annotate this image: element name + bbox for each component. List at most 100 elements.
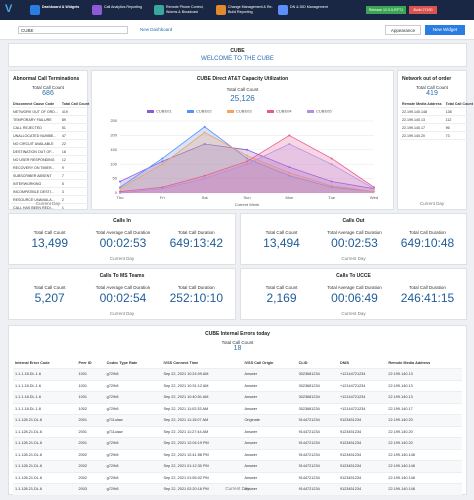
cell: 96 bbox=[443, 123, 474, 132]
stat-title: Calls To UCCE bbox=[336, 273, 371, 279]
build-badge[interactable]: Build 27190 bbox=[409, 6, 437, 14]
cell: g729r8 bbox=[104, 368, 162, 381]
dashboard-select[interactable]: CUBE bbox=[18, 26, 128, 34]
cell: 419 bbox=[59, 107, 92, 116]
point bbox=[373, 187, 375, 190]
y-tick-label: 200 bbox=[110, 132, 117, 137]
point bbox=[288, 171, 291, 174]
metric-value: 00:06:49 bbox=[331, 291, 378, 305]
row: 22.199.140.17 96 bbox=[400, 123, 474, 132]
cell: g729r8 bbox=[104, 460, 162, 473]
series-area bbox=[120, 132, 374, 193]
table: Internal Error Code Peer ID Codec Type Rat… bbox=[13, 358, 462, 496]
cell: g729r8 bbox=[104, 449, 162, 461]
point bbox=[330, 163, 333, 166]
cell: 1.1.128.21.DL.6 bbox=[13, 437, 77, 450]
cell: 22.199.140.20 bbox=[386, 414, 462, 427]
row: 1.1.1.18.DL.1.6 1001 g729r8 Sep 22, 2021 10… bbox=[13, 368, 462, 381]
cell: 1.1.128.21.DL.6 bbox=[13, 472, 77, 484]
metric-value: 00:02:54 bbox=[99, 291, 147, 305]
point bbox=[373, 190, 375, 193]
release-badge[interactable]: Release 12.0.0-RFT1 bbox=[366, 6, 406, 14]
row: 1.1.1.18.DL.1.6 1001 g729r8 Sep 22, 2021 10… bbox=[13, 380, 462, 392]
row: RECOVERY ON TIMER... 9 bbox=[11, 163, 92, 172]
cell: 3023681234 bbox=[296, 391, 338, 404]
point bbox=[161, 160, 164, 163]
cell: NETWORK OUT OF ORD... bbox=[11, 107, 60, 116]
errors-panel: CUBE Internal Errors today Total Call Cou… bbox=[8, 325, 467, 496]
cell: 2 bbox=[59, 195, 92, 204]
cell: g711ulaw bbox=[104, 414, 162, 427]
cell: 89 bbox=[59, 115, 92, 124]
series-area bbox=[120, 144, 374, 193]
cell: INCOMPATIBLE DESTI... bbox=[11, 187, 60, 196]
stat-panel: Calls To MS Teams Total Call Count 5,207 To… bbox=[8, 268, 236, 320]
new-widget-button[interactable]: New Widget bbox=[425, 25, 465, 35]
cell: Answer bbox=[242, 483, 297, 496]
cell: Originate bbox=[242, 414, 297, 427]
cell: Sep 22, 2021 01:55:02 PM bbox=[161, 472, 243, 484]
cell: Sep 22, 2021 12:41:58 PM bbox=[161, 449, 243, 461]
cell: 2003 bbox=[76, 483, 105, 496]
nav-icon bbox=[278, 5, 288, 15]
y-tick-label: 250 bbox=[110, 118, 117, 123]
count-value: 18 bbox=[233, 345, 242, 352]
cell: 51 bbox=[59, 123, 92, 132]
metric-value: 246:41:15 bbox=[400, 291, 455, 305]
cell: +12144721234 bbox=[337, 380, 387, 392]
cell: 1001 bbox=[76, 391, 105, 404]
cell: +12144721234 bbox=[337, 391, 387, 404]
cell: g729r8 bbox=[104, 483, 162, 496]
column-header: Total Call Count bbox=[59, 100, 92, 108]
cell: 2001 bbox=[76, 426, 105, 438]
metric-label: Total Call Count bbox=[265, 285, 298, 290]
header-panel: CUBE WELCOME TO THE CUBE bbox=[8, 43, 467, 67]
cell: 22.199.140.20 bbox=[386, 426, 462, 438]
nav-tab[interactable]: Remote Phone Control, Worms & Broadcast bbox=[166, 5, 204, 14]
stat-footer: Current Day bbox=[341, 311, 366, 316]
panel-title: Abnormal Call Terminations bbox=[13, 76, 80, 82]
chart: 0 50 100 150 200 250 Thu Fri Sat Sun Mon Tue Wed Curr… bbox=[110, 109, 378, 208]
stat-title: Calls In bbox=[113, 218, 131, 224]
row: 1.1.1.18.DL.1.6 1002 g729r8 Sep 22, 2021 11… bbox=[13, 403, 462, 415]
cell: 1.1.128.21.DL.6 bbox=[13, 414, 77, 427]
cell: NO USER RESPONDING bbox=[11, 155, 60, 164]
column-header: Internal Error Code bbox=[13, 358, 77, 369]
x-tick-label: Thu bbox=[117, 195, 124, 200]
point bbox=[246, 163, 248, 166]
appearance-button[interactable]: Appearance bbox=[385, 25, 421, 35]
point bbox=[119, 180, 121, 183]
nav-tab[interactable]: DN & DID Management bbox=[290, 5, 328, 9]
nav-tab[interactable]: Change Management & Re-Build Reporting bbox=[228, 5, 273, 14]
cell: 9144721234 bbox=[296, 449, 338, 461]
cell: 1001 bbox=[76, 380, 105, 392]
x-tick-label: Wed bbox=[370, 195, 378, 200]
point bbox=[203, 177, 206, 180]
cell: 1001 bbox=[76, 368, 105, 381]
nav-tab[interactable]: Call Analytics Reporting bbox=[104, 5, 142, 9]
metric-label: Total Call Count bbox=[33, 230, 66, 235]
cell: +12144721234 bbox=[337, 368, 387, 381]
cell: 9123451234 bbox=[337, 460, 387, 473]
legend-swatch bbox=[227, 110, 234, 113]
metric-value: 00:02:53 bbox=[331, 236, 378, 250]
y-tick-label: 150 bbox=[110, 147, 117, 152]
column-header: Remote Media Address bbox=[386, 358, 462, 369]
row: 1.1.128.21.DL.6 2002 g729r8 Sep 22, 2021 12… bbox=[13, 449, 462, 461]
series-area bbox=[120, 126, 374, 193]
chart-panel: CUBE Direct AT&T Capacity Utilization To… bbox=[91, 70, 394, 210]
metric-label: Total Average Call Duration bbox=[95, 285, 151, 290]
new-dashboard[interactable]: New Dashboard bbox=[140, 27, 173, 32]
point bbox=[288, 134, 291, 137]
header-row: Disconnect Cause Code Total Call Count bbox=[11, 100, 92, 108]
cell: CALL REJECTED bbox=[11, 123, 60, 132]
cell: Sep 22, 2021 10:24:09 AM bbox=[161, 368, 243, 381]
row: INTERWORKING 5 bbox=[11, 179, 92, 188]
cell: Sep 22, 2021 02:20:16 PM bbox=[161, 483, 243, 496]
cell: 9144721234 bbox=[296, 414, 338, 427]
cell: 2001 bbox=[76, 437, 105, 450]
row: RESOURCE UNAVAILA... 2 bbox=[11, 195, 92, 204]
cell: 9144721234 bbox=[296, 460, 338, 473]
nav-tab[interactable]: Dashboard & Widgets bbox=[42, 5, 80, 9]
cell: Sep 22, 2021 11:27:44 AM bbox=[161, 426, 243, 438]
